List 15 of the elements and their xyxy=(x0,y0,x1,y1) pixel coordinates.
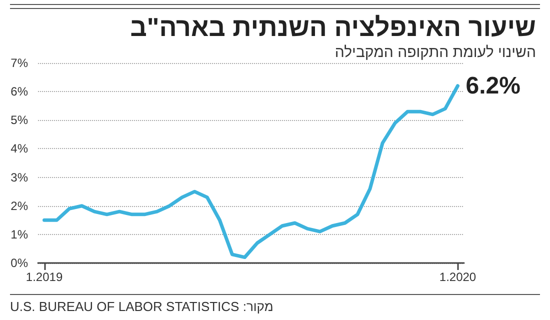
x-tick-label: 1.2019 xyxy=(26,270,63,284)
y-tick-label: 4% xyxy=(10,142,28,156)
text: מקור: U.S. BUREAU OF LABOR STATISTICS xyxy=(10,299,274,314)
y-tick-label: 6% xyxy=(10,84,28,99)
y-tick-label: 1% xyxy=(10,227,28,242)
y-tick-label: 7% xyxy=(10,56,28,70)
y-tick-label: 3% xyxy=(10,170,28,184)
chart-title: שיעור האינפלציה השנתית בארה"ב xyxy=(130,12,536,43)
line-series xyxy=(42,84,460,260)
y-tick-label: 2% xyxy=(10,198,28,213)
y-tick-label: 5% xyxy=(10,113,28,128)
y-tick-label: 0% xyxy=(10,256,28,270)
annotation: 6.2% xyxy=(466,72,520,100)
chart-subtitle: השינוי לעומת התקופה המקבילה xyxy=(334,44,536,61)
x-tick-label: 1.2020 xyxy=(439,270,476,284)
